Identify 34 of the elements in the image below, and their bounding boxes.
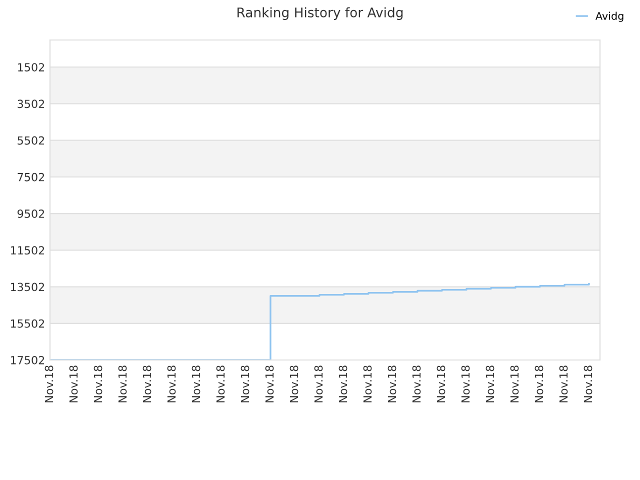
y-tick-label: 3502 bbox=[18, 100, 44, 108]
x-tick-label: Nov.18 bbox=[510, 366, 519, 402]
x-tick-label: Nov.18 bbox=[290, 366, 298, 402]
y-tick-label: 15502 bbox=[11, 319, 44, 328]
x-tick-label: Nov.18 bbox=[461, 366, 470, 402]
y-tick-label: 5502 bbox=[18, 136, 44, 145]
x-tick-label: Nov.18 bbox=[338, 366, 348, 402]
y-tick-label: 17502 bbox=[11, 356, 44, 364]
x-tick-label: Nov.18 bbox=[142, 366, 152, 402]
y-tick-label: 7502 bbox=[18, 172, 44, 182]
x-tick-label: Nov.18 bbox=[363, 366, 372, 402]
x-tick-label: Nov.18 bbox=[94, 366, 102, 402]
x-tick-label: Nov.18 bbox=[192, 366, 200, 402]
x-tick-label: Nov.18 bbox=[216, 366, 225, 402]
legend-label: Avidg bbox=[596, 12, 624, 22]
x-tick-label: Nov.18 bbox=[559, 366, 568, 402]
chart-title: Ranking History for Avidg bbox=[238, 7, 403, 20]
x-tick-label: Nov.18 bbox=[314, 366, 323, 402]
x-tick-label: Nov.18 bbox=[436, 366, 446, 402]
x-tick-label: Nov.18 bbox=[167, 366, 176, 402]
y-tick-label: 11502 bbox=[11, 246, 44, 255]
x-tick-label: Nov.18 bbox=[412, 366, 421, 402]
x-tick-label: Nov.18 bbox=[240, 366, 250, 402]
x-tick-label: Nov.18 bbox=[44, 366, 54, 402]
x-tick-label: Nov.18 bbox=[584, 366, 592, 402]
x-tick-label: Nov.18 bbox=[486, 366, 494, 402]
x-tick-label: Nov.18 bbox=[118, 366, 127, 402]
x-tick-label: Nov.18 bbox=[388, 366, 396, 402]
y-tick-label: 13502 bbox=[11, 282, 44, 292]
y-tick-label: 9502 bbox=[18, 210, 44, 218]
x-tick-label: Nov.18 bbox=[265, 366, 274, 402]
y-tick-label: 1502 bbox=[18, 63, 44, 72]
x-tick-label: Nov.18 bbox=[69, 366, 78, 402]
x-tick-label: Nov.18 bbox=[534, 366, 544, 402]
